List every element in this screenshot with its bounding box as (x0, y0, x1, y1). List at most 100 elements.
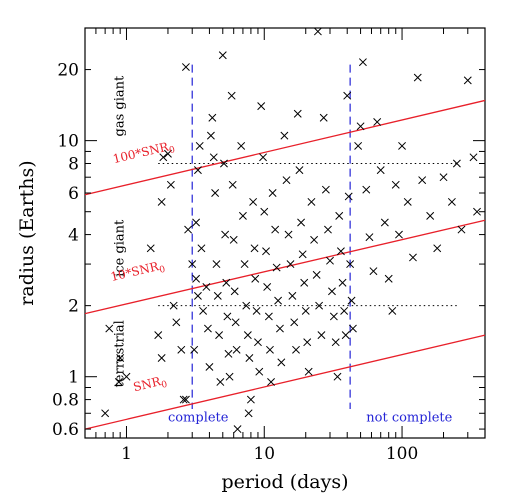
data-point-65 (254, 338, 262, 347)
data-point-114 (341, 331, 350, 340)
data-point-20 (192, 274, 201, 283)
data-point-22 (190, 345, 199, 354)
snr-line-1 (84, 219, 486, 315)
data-point-96 (307, 197, 316, 206)
data-point-25 (193, 166, 202, 175)
data-point-0 (101, 409, 110, 418)
data-point-38 (216, 378, 225, 386)
x-tick-label: 1 (121, 444, 132, 464)
data-point-125 (369, 267, 378, 276)
y-tick-label: 8 (68, 155, 79, 175)
data-point-145 (469, 153, 478, 162)
data-point-7 (157, 354, 166, 362)
data-point-42 (222, 278, 231, 287)
y-axis-title: radius (Earths) (16, 160, 38, 305)
data-point-30 (205, 362, 214, 371)
data-point-46 (227, 91, 236, 100)
data-point-78 (274, 296, 283, 305)
snr-label-subscript: 0 (161, 380, 169, 391)
data-point-80 (277, 358, 286, 367)
data-point-100 (315, 301, 324, 310)
data-point-112 (338, 278, 347, 287)
data-point-57 (243, 331, 252, 340)
data-point-66 (255, 367, 264, 376)
data-point-72 (264, 312, 273, 321)
snr-label-subscript: 0 (159, 265, 167, 276)
data-point-55 (240, 260, 249, 269)
completeness-label-0: complete (168, 411, 229, 426)
data-point-23 (192, 218, 201, 227)
data-point-124 (365, 233, 374, 242)
data-point-83 (284, 230, 293, 239)
data-point-110 (335, 211, 344, 220)
data-point-61 (249, 197, 258, 206)
data-point-75 (268, 189, 277, 197)
data-point-76 (271, 225, 280, 234)
data-point-146 (473, 207, 481, 216)
data-point-79 (276, 324, 284, 333)
data-point-102 (319, 113, 328, 122)
data-point-37 (215, 331, 224, 340)
data-point-4 (122, 372, 131, 381)
data-point-116 (344, 192, 353, 201)
data-point-67 (257, 102, 266, 111)
data-point-14 (177, 345, 186, 354)
y-tick-label: 2 (68, 297, 79, 317)
data-point-88 (293, 109, 302, 118)
data-point-140 (439, 173, 448, 182)
data-point-85 (288, 291, 297, 300)
data-point-95 (304, 367, 313, 376)
data-point-5 (146, 244, 155, 253)
data-point-49 (230, 287, 239, 296)
data-point-45 (225, 372, 234, 381)
data-point-86 (290, 318, 299, 327)
data-point-108 (331, 338, 340, 347)
x-tick-label: 10 (253, 444, 275, 464)
data-point-138 (426, 211, 435, 220)
data-point-101 (317, 331, 326, 340)
data-point-84 (286, 260, 295, 269)
data-point-94 (303, 338, 312, 347)
data-point-122 (358, 58, 367, 67)
data-point-87 (292, 345, 300, 354)
data-point-103 (321, 185, 330, 194)
data-point-47 (228, 180, 237, 189)
data-point-60 (246, 395, 255, 404)
data-point-141 (447, 197, 456, 206)
data-point-21 (193, 291, 202, 300)
data-point-33 (209, 153, 218, 162)
data-point-127 (376, 166, 385, 175)
data-point-8 (157, 197, 166, 206)
data-point-32 (208, 113, 217, 122)
data-point-128 (380, 218, 389, 227)
data-point-130 (388, 306, 397, 315)
y-tick-label: 1 (68, 368, 79, 388)
data-point-13 (172, 318, 181, 327)
data-point-53 (237, 141, 246, 150)
data-point-123 (362, 185, 371, 194)
data-point-117 (346, 260, 355, 269)
y-tick-label: 0.6 (52, 420, 79, 440)
data-point-81 (280, 131, 289, 140)
data-point-118 (347, 296, 356, 305)
data-point-113 (340, 306, 349, 315)
data-point-18 (184, 225, 193, 234)
data-point-44 (224, 349, 233, 358)
data-point-97 (310, 235, 319, 244)
x-axis-title: period (days) (221, 471, 348, 493)
data-point-64 (252, 306, 261, 315)
data-point-16 (181, 63, 190, 71)
data-point-43 (223, 312, 232, 321)
region-label-2: terrestrial (112, 320, 127, 387)
data-point-89 (295, 166, 304, 175)
data-point-135 (409, 253, 417, 262)
data-point-51 (232, 345, 241, 354)
data-point-98 (312, 270, 321, 279)
data-point-91 (298, 250, 307, 259)
snr-label-subscript: 0 (168, 145, 176, 156)
data-point-111 (336, 247, 345, 256)
snr-label-2: 100*SNR0 (112, 138, 177, 169)
data-point-2 (116, 354, 125, 362)
data-point-70 (262, 247, 270, 256)
